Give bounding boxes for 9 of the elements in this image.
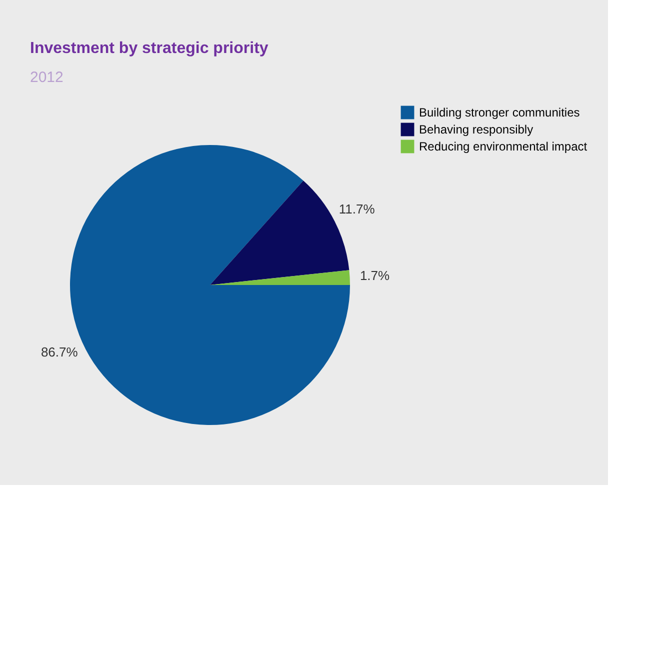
legend-label: Building stronger communities [419,106,580,120]
legend-label: Behaving responsibly [419,122,534,136]
chart-title: Investment by strategic priority [30,40,268,57]
data-label: 11.7% [338,202,376,217]
data-label: 1.7% [360,268,390,284]
data-label: 86.7% [40,344,78,360]
legend-label: Reducing environmental impact [419,140,588,154]
chart-subtitle: 2012 [30,69,64,86]
pie-slice [210,270,350,285]
